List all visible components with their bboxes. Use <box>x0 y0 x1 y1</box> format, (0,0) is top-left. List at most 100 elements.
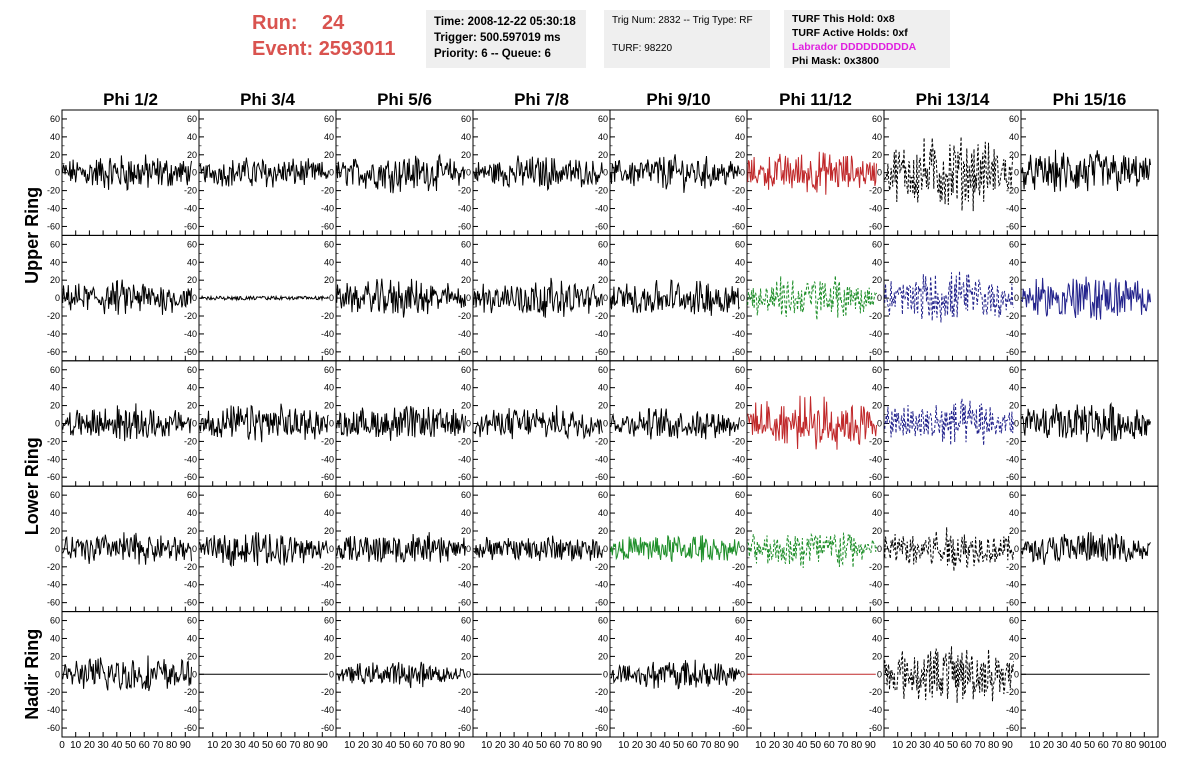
y-tick-label: 60 <box>324 365 334 375</box>
waveform-line <box>62 279 192 315</box>
y-tick-label: -40 <box>321 204 334 214</box>
y-tick-label: -40 <box>321 705 334 715</box>
y-tick-label: 40 <box>735 257 745 267</box>
y-tick-label: 0 <box>877 669 882 679</box>
waveform-line <box>610 535 740 563</box>
waveform-line <box>1021 401 1151 443</box>
y-tick-label: -20 <box>595 311 608 321</box>
waveform-line <box>336 661 466 689</box>
y-tick-label: 20 <box>324 651 334 661</box>
y-tick-label: -40 <box>732 329 745 339</box>
y-tick-label: -20 <box>458 687 471 697</box>
y-tick-label: 60 <box>187 239 197 249</box>
y-tick-label: -60 <box>732 723 745 733</box>
y-tick-label: 40 <box>187 132 197 142</box>
y-tick-label: 40 <box>324 508 334 518</box>
turf-info-box: TURF This Hold: 0x8 TURF Active Holds: 0… <box>784 10 950 68</box>
y-tick-label: 60 <box>598 490 608 500</box>
column-header: Phi 11/12 <box>779 90 852 109</box>
y-tick-label: 20 <box>735 150 745 160</box>
y-tick-label: 60 <box>324 114 334 124</box>
x-tick-label: 60 <box>961 740 973 751</box>
y-tick-label: 40 <box>1009 508 1019 518</box>
y-tick-label: 40 <box>461 633 471 643</box>
x-tick-label: 40 <box>248 740 260 751</box>
x-tick-label: 30 <box>235 740 247 751</box>
y-tick-label: 40 <box>50 132 60 142</box>
y-tick-label: 40 <box>187 508 197 518</box>
y-tick-label: 60 <box>324 616 334 626</box>
time-info-box: Time: 2008-12-22 05:30:18 Trigger: 500.5… <box>426 10 586 68</box>
y-tick-label: 20 <box>598 651 608 661</box>
y-tick-label: -40 <box>1006 454 1019 464</box>
y-tick-label: -20 <box>47 186 60 196</box>
y-tick-label: -40 <box>47 329 60 339</box>
y-tick-label: 0 <box>192 669 197 679</box>
y-tick-label: -60 <box>732 347 745 357</box>
y-tick-label: -40 <box>869 204 882 214</box>
x-tick-label: 80 <box>166 740 178 751</box>
x-tick-label: 50 <box>262 740 274 751</box>
y-tick-label: -60 <box>869 598 882 608</box>
y-tick-label: -20 <box>321 436 334 446</box>
x-tick-label: 20 <box>84 740 96 751</box>
y-tick-label: 60 <box>872 114 882 124</box>
trigger-text: Trigger: 500.597019 ms <box>434 32 561 44</box>
y-tick-label: 20 <box>50 275 60 285</box>
row-label: Nadir Ring <box>22 629 42 720</box>
x-tick-label: 70 <box>152 740 164 751</box>
y-tick-label: 60 <box>735 616 745 626</box>
y-tick-label: -40 <box>184 705 197 715</box>
y-tick-label: 60 <box>1009 365 1019 375</box>
y-tick-label: -40 <box>869 580 882 590</box>
x-tick-label: 80 <box>577 740 589 751</box>
y-tick-label: -60 <box>1006 472 1019 482</box>
y-tick-label: -20 <box>321 562 334 572</box>
y-tick-label: -60 <box>321 472 334 482</box>
y-tick-label: -60 <box>1006 347 1019 357</box>
x-tick-label: 20 <box>495 740 507 751</box>
x-tick-label: 80 <box>1125 740 1137 751</box>
x-tick-label: 50 <box>125 740 137 751</box>
y-tick-label: -60 <box>47 598 60 608</box>
y-tick-label: -20 <box>321 311 334 321</box>
y-tick-label: 0 <box>55 293 60 303</box>
y-tick-label: -20 <box>1006 436 1019 446</box>
y-tick-label: -20 <box>47 687 60 697</box>
y-tick-label: 20 <box>872 275 882 285</box>
y-tick-label: -40 <box>47 454 60 464</box>
waveform-line <box>884 527 1014 572</box>
y-tick-label: -60 <box>458 723 471 733</box>
y-tick-label: 60 <box>187 490 197 500</box>
y-tick-label: 40 <box>324 383 334 393</box>
y-tick-label: -60 <box>595 347 608 357</box>
y-tick-label: 60 <box>1009 239 1019 249</box>
x-tick-label: 80 <box>851 740 863 751</box>
x-tick-label: 60 <box>687 740 699 751</box>
y-tick-label: -40 <box>458 580 471 590</box>
y-tick-label: 0 <box>329 544 334 554</box>
y-tick-label: 60 <box>50 490 60 500</box>
y-tick-label: -20 <box>595 562 608 572</box>
x-tick-label: 90 <box>591 740 603 751</box>
y-tick-label: 40 <box>735 383 745 393</box>
y-tick-label: 20 <box>872 651 882 661</box>
waveform-line <box>473 535 603 562</box>
y-tick-label: 0 <box>740 293 745 303</box>
x-tick-label: 70 <box>974 740 986 751</box>
y-tick-label: -20 <box>1006 311 1019 321</box>
y-tick-label: 40 <box>324 132 334 142</box>
y-tick-label: -20 <box>869 311 882 321</box>
waveform-line <box>884 136 1014 212</box>
y-tick-label: -20 <box>732 186 745 196</box>
y-tick-label: -60 <box>47 472 60 482</box>
event-label: Event: <box>252 38 314 60</box>
y-tick-label: -20 <box>184 311 197 321</box>
x-tick-label: 60 <box>139 740 151 751</box>
y-tick-label: 40 <box>50 508 60 518</box>
x-tick-label: 10 <box>481 740 493 751</box>
x-tick-label: 20 <box>1043 740 1055 751</box>
y-tick-label: 20 <box>461 651 471 661</box>
y-tick-label: 0 <box>192 293 197 303</box>
y-tick-label: 20 <box>461 526 471 536</box>
